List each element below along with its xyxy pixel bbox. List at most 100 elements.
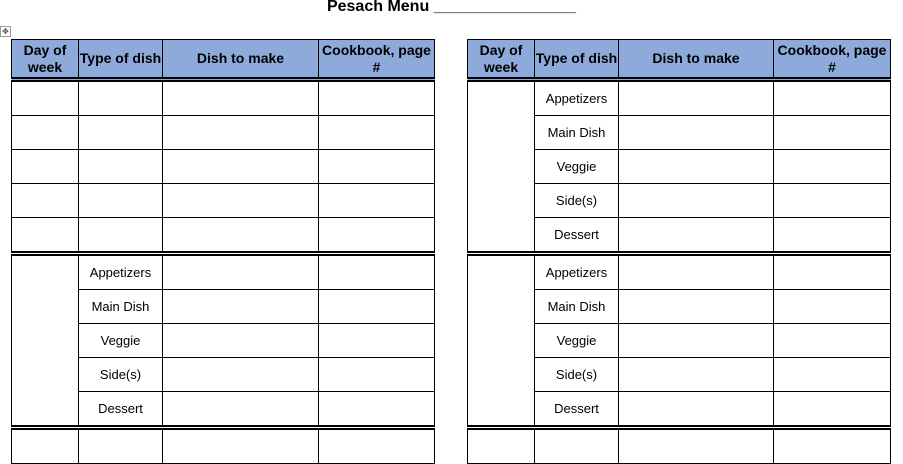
menu-table-left: Day of week Type of dish Dish to make Co… — [11, 39, 435, 464]
dish-type-cell[interactable] — [534, 427, 619, 464]
dish-type-cell[interactable]: Side(s) — [78, 357, 163, 392]
dish-cell[interactable] — [618, 323, 774, 358]
cookbook-cell[interactable] — [318, 427, 435, 464]
dish-type-cell[interactable]: Main Dish — [534, 289, 619, 324]
menu-table-right: Day of week Type of dish Dish to make Co… — [467, 39, 891, 464]
dish-cell[interactable] — [162, 289, 319, 324]
dish-cell[interactable] — [618, 217, 774, 256]
dish-type-cell[interactable]: Appetizers — [78, 253, 163, 290]
dish-cell[interactable] — [162, 427, 319, 464]
header-type: Type of dish — [534, 39, 619, 82]
cookbook-cell[interactable] — [318, 391, 435, 430]
dish-type-cell[interactable]: Veggie — [78, 323, 163, 358]
cookbook-cell[interactable] — [318, 115, 435, 150]
dish-cell[interactable] — [162, 253, 319, 290]
dish-type-cell[interactable]: Dessert — [534, 391, 619, 430]
table-row: Veggie — [12, 323, 435, 358]
cookbook-cell[interactable] — [318, 79, 435, 116]
dish-type-cell[interactable]: Veggie — [534, 149, 619, 184]
cookbook-cell[interactable] — [318, 217, 435, 256]
day-cell[interactable] — [11, 79, 79, 116]
header-day: Day of week — [11, 39, 79, 82]
dish-cell[interactable] — [162, 391, 319, 430]
day-cell[interactable] — [11, 149, 79, 184]
header-cookbook: Cookbook, page # — [773, 39, 891, 82]
dish-type-cell[interactable]: Appetizers — [534, 253, 619, 290]
dish-type-cell[interactable] — [78, 217, 163, 256]
table-row — [11, 115, 435, 150]
dish-type-cell[interactable]: Veggie — [534, 323, 619, 358]
cookbook-cell[interactable] — [773, 427, 891, 464]
day-cell[interactable] — [11, 115, 79, 150]
page-title: Pesach Menu ________________ — [0, 0, 903, 16]
cookbook-cell[interactable] — [318, 357, 435, 392]
header-row: Day of week Type of dish Dish to make Co… — [467, 39, 891, 82]
dish-cell[interactable] — [618, 253, 774, 290]
cookbook-cell[interactable] — [773, 253, 891, 290]
cookbook-cell[interactable] — [773, 391, 891, 430]
cookbook-cell[interactable] — [318, 253, 435, 290]
table-row — [11, 427, 435, 464]
cookbook-cell[interactable] — [773, 183, 891, 218]
day-cell[interactable] — [467, 79, 535, 256]
table-row — [11, 217, 435, 256]
dish-cell[interactable] — [618, 289, 774, 324]
dish-cell[interactable] — [618, 79, 774, 116]
cookbook-cell[interactable] — [773, 217, 891, 256]
cookbook-cell[interactable] — [773, 115, 891, 150]
dish-cell[interactable] — [618, 183, 774, 218]
cookbook-cell[interactable] — [773, 289, 891, 324]
table-row: Appetizers — [467, 79, 891, 256]
dish-cell[interactable] — [162, 149, 319, 184]
dish-cell[interactable] — [162, 79, 319, 116]
table-row: Dessert — [12, 391, 435, 430]
dish-cell[interactable] — [162, 217, 319, 256]
dish-type-cell[interactable]: Main Dish — [78, 289, 163, 324]
table-row: Veggie — [468, 149, 891, 184]
header-dish: Dish to make — [618, 39, 774, 82]
dish-cell[interactable] — [162, 357, 319, 392]
dish-cell[interactable] — [618, 357, 774, 392]
dish-type-cell[interactable]: Side(s) — [534, 183, 619, 218]
cookbook-cell[interactable] — [318, 289, 435, 324]
dish-cell[interactable] — [162, 323, 319, 358]
day-cell[interactable] — [11, 427, 79, 464]
dish-type-cell[interactable] — [78, 183, 163, 218]
table-move-handle-icon[interactable]: ✥ — [0, 26, 11, 37]
dish-type-cell[interactable]: Dessert — [534, 217, 619, 256]
dish-type-cell[interactable] — [78, 149, 163, 184]
dish-cell[interactable] — [618, 149, 774, 184]
header-day: Day of week — [467, 39, 535, 82]
dish-cell[interactable] — [618, 115, 774, 150]
dish-type-cell[interactable] — [78, 427, 163, 464]
dish-type-cell[interactable]: Dessert — [78, 391, 163, 430]
dish-type-cell[interactable] — [78, 115, 163, 150]
cookbook-cell[interactable] — [773, 149, 891, 184]
table-row — [11, 79, 435, 116]
day-cell[interactable] — [11, 253, 79, 430]
day-cell[interactable] — [467, 427, 535, 464]
cookbook-cell[interactable] — [318, 149, 435, 184]
dish-cell[interactable] — [162, 183, 319, 218]
dish-type-cell[interactable]: Side(s) — [534, 357, 619, 392]
table-row: Main Dish — [468, 115, 891, 150]
title-blank-line[interactable]: ________________ — [433, 0, 577, 15]
dish-cell[interactable] — [618, 427, 774, 464]
cookbook-cell[interactable] — [773, 357, 891, 392]
dish-cell[interactable] — [162, 115, 319, 150]
cookbook-cell[interactable] — [318, 183, 435, 218]
dish-type-cell[interactable]: Main Dish — [534, 115, 619, 150]
day-cell[interactable] — [11, 217, 79, 256]
header-cookbook: Cookbook, page # — [318, 39, 435, 82]
cookbook-cell[interactable] — [773, 323, 891, 358]
cookbook-cell[interactable] — [773, 79, 891, 116]
day-cell[interactable] — [11, 183, 79, 218]
table-row — [11, 149, 435, 184]
dish-type-cell[interactable]: Appetizers — [534, 79, 619, 116]
dish-type-cell[interactable] — [78, 79, 163, 116]
dish-cell[interactable] — [618, 391, 774, 430]
cookbook-cell[interactable] — [318, 323, 435, 358]
table-row: Side(s) — [468, 357, 891, 392]
table-row: Veggie — [468, 323, 891, 358]
day-cell[interactable] — [467, 253, 535, 430]
